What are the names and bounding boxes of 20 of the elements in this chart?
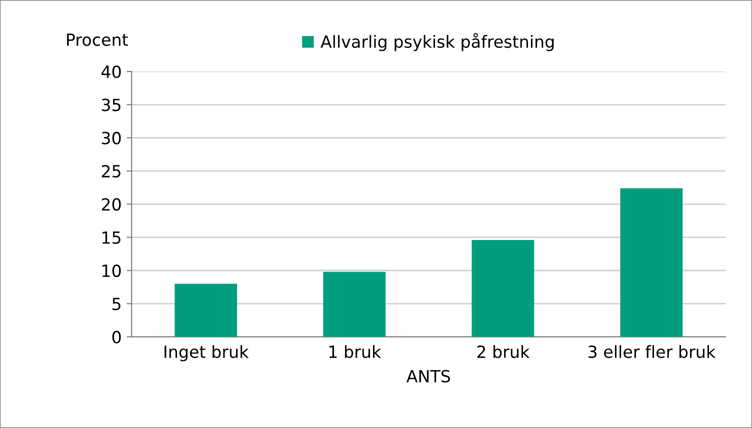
- x-tick-label: 3 eller fler bruk: [588, 345, 716, 358]
- bar: [174, 284, 238, 337]
- y-axis-title: Procent: [67, 34, 128, 46]
- y-tick-label: 35: [102, 98, 120, 112]
- y-tick-label: 20: [102, 198, 121, 211]
- y-tick-label: 15: [102, 232, 120, 244]
- bar: [620, 188, 683, 337]
- x-axis-title: ANTS: [406, 370, 450, 383]
- legend-label: Allvarlig psykisk påfrestning: [320, 33, 554, 52]
- y-tick-label: 10: [102, 264, 121, 278]
- bar: [472, 240, 534, 337]
- bar: [323, 272, 386, 337]
- x-tick-label: 2 bruk: [477, 345, 530, 358]
- y-tick-label: 5: [112, 298, 120, 310]
- x-tick-label: Inget bruk: [164, 345, 249, 362]
- y-tick-label: 25: [102, 164, 120, 178]
- x-tick-label: 1 bruk: [329, 345, 382, 358]
- y-tick-label: 30: [102, 132, 121, 144]
- y-tick-label: 40: [101, 65, 121, 78]
- y-tick-label: 0: [112, 330, 121, 344]
